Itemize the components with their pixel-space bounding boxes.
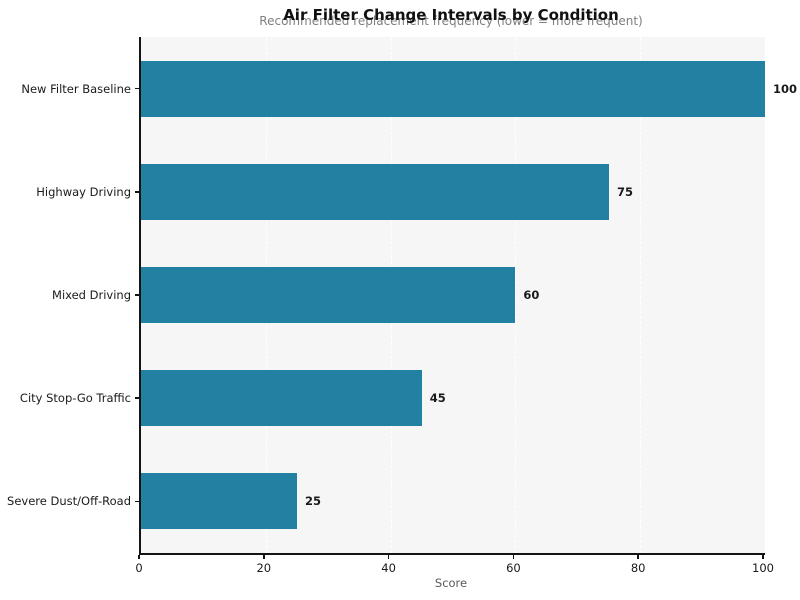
y-tick-label: Mixed Driving: [52, 288, 131, 302]
x-tick-label: 20: [256, 561, 272, 575]
plot-area: 100 75 60 45 25: [139, 37, 797, 555]
x-tick-mark: [263, 555, 265, 559]
x-tick-label: 80: [630, 561, 646, 575]
y-tick-label: City Stop-Go Traffic: [19, 391, 131, 406]
y-tick-mark: [135, 191, 139, 193]
bar: [141, 267, 516, 323]
y-tick-label: New Filter Baseline: [21, 81, 131, 96]
bar: [141, 370, 422, 427]
gridline: [765, 37, 766, 553]
bar-value-label: 45: [429, 391, 446, 406]
y-tick-label: Highway Driving: [36, 184, 131, 199]
bar-value-label: 60: [523, 288, 540, 302]
chart-title: Air Filter Change Intervals by Condition: [283, 6, 619, 24]
bar: [141, 473, 297, 530]
bar-value-label: 75: [617, 184, 634, 199]
x-tick-mark: [138, 555, 140, 559]
bar-value-label: 25: [305, 494, 322, 509]
bar: [141, 60, 765, 117]
x-axis-title: Score: [434, 576, 468, 590]
y-tick-mark: [135, 294, 139, 296]
y-tick-mark: [135, 87, 139, 90]
y-tick-mark: [135, 397, 139, 399]
x-tick-label: 100: [752, 561, 774, 575]
y-tick-mark: [135, 500, 139, 503]
x-tick-mark: [512, 555, 515, 559]
y-tick-label: Severe Dust/Off-Road: [7, 494, 131, 509]
bar-value-label: 100: [773, 81, 798, 96]
x-tick-mark: [387, 555, 390, 559]
gridline: [515, 37, 517, 553]
chart-subtitle: Recommended replacement frequency (lower…: [259, 14, 643, 28]
bar: [141, 163, 609, 220]
x-tick-mark: [637, 555, 639, 559]
x-tick-label: 40: [381, 561, 396, 575]
x-tick-mark: [762, 555, 764, 559]
x-tick-label: 0: [135, 561, 143, 575]
gridline: [640, 37, 642, 553]
x-tick-label: 60: [506, 561, 521, 575]
